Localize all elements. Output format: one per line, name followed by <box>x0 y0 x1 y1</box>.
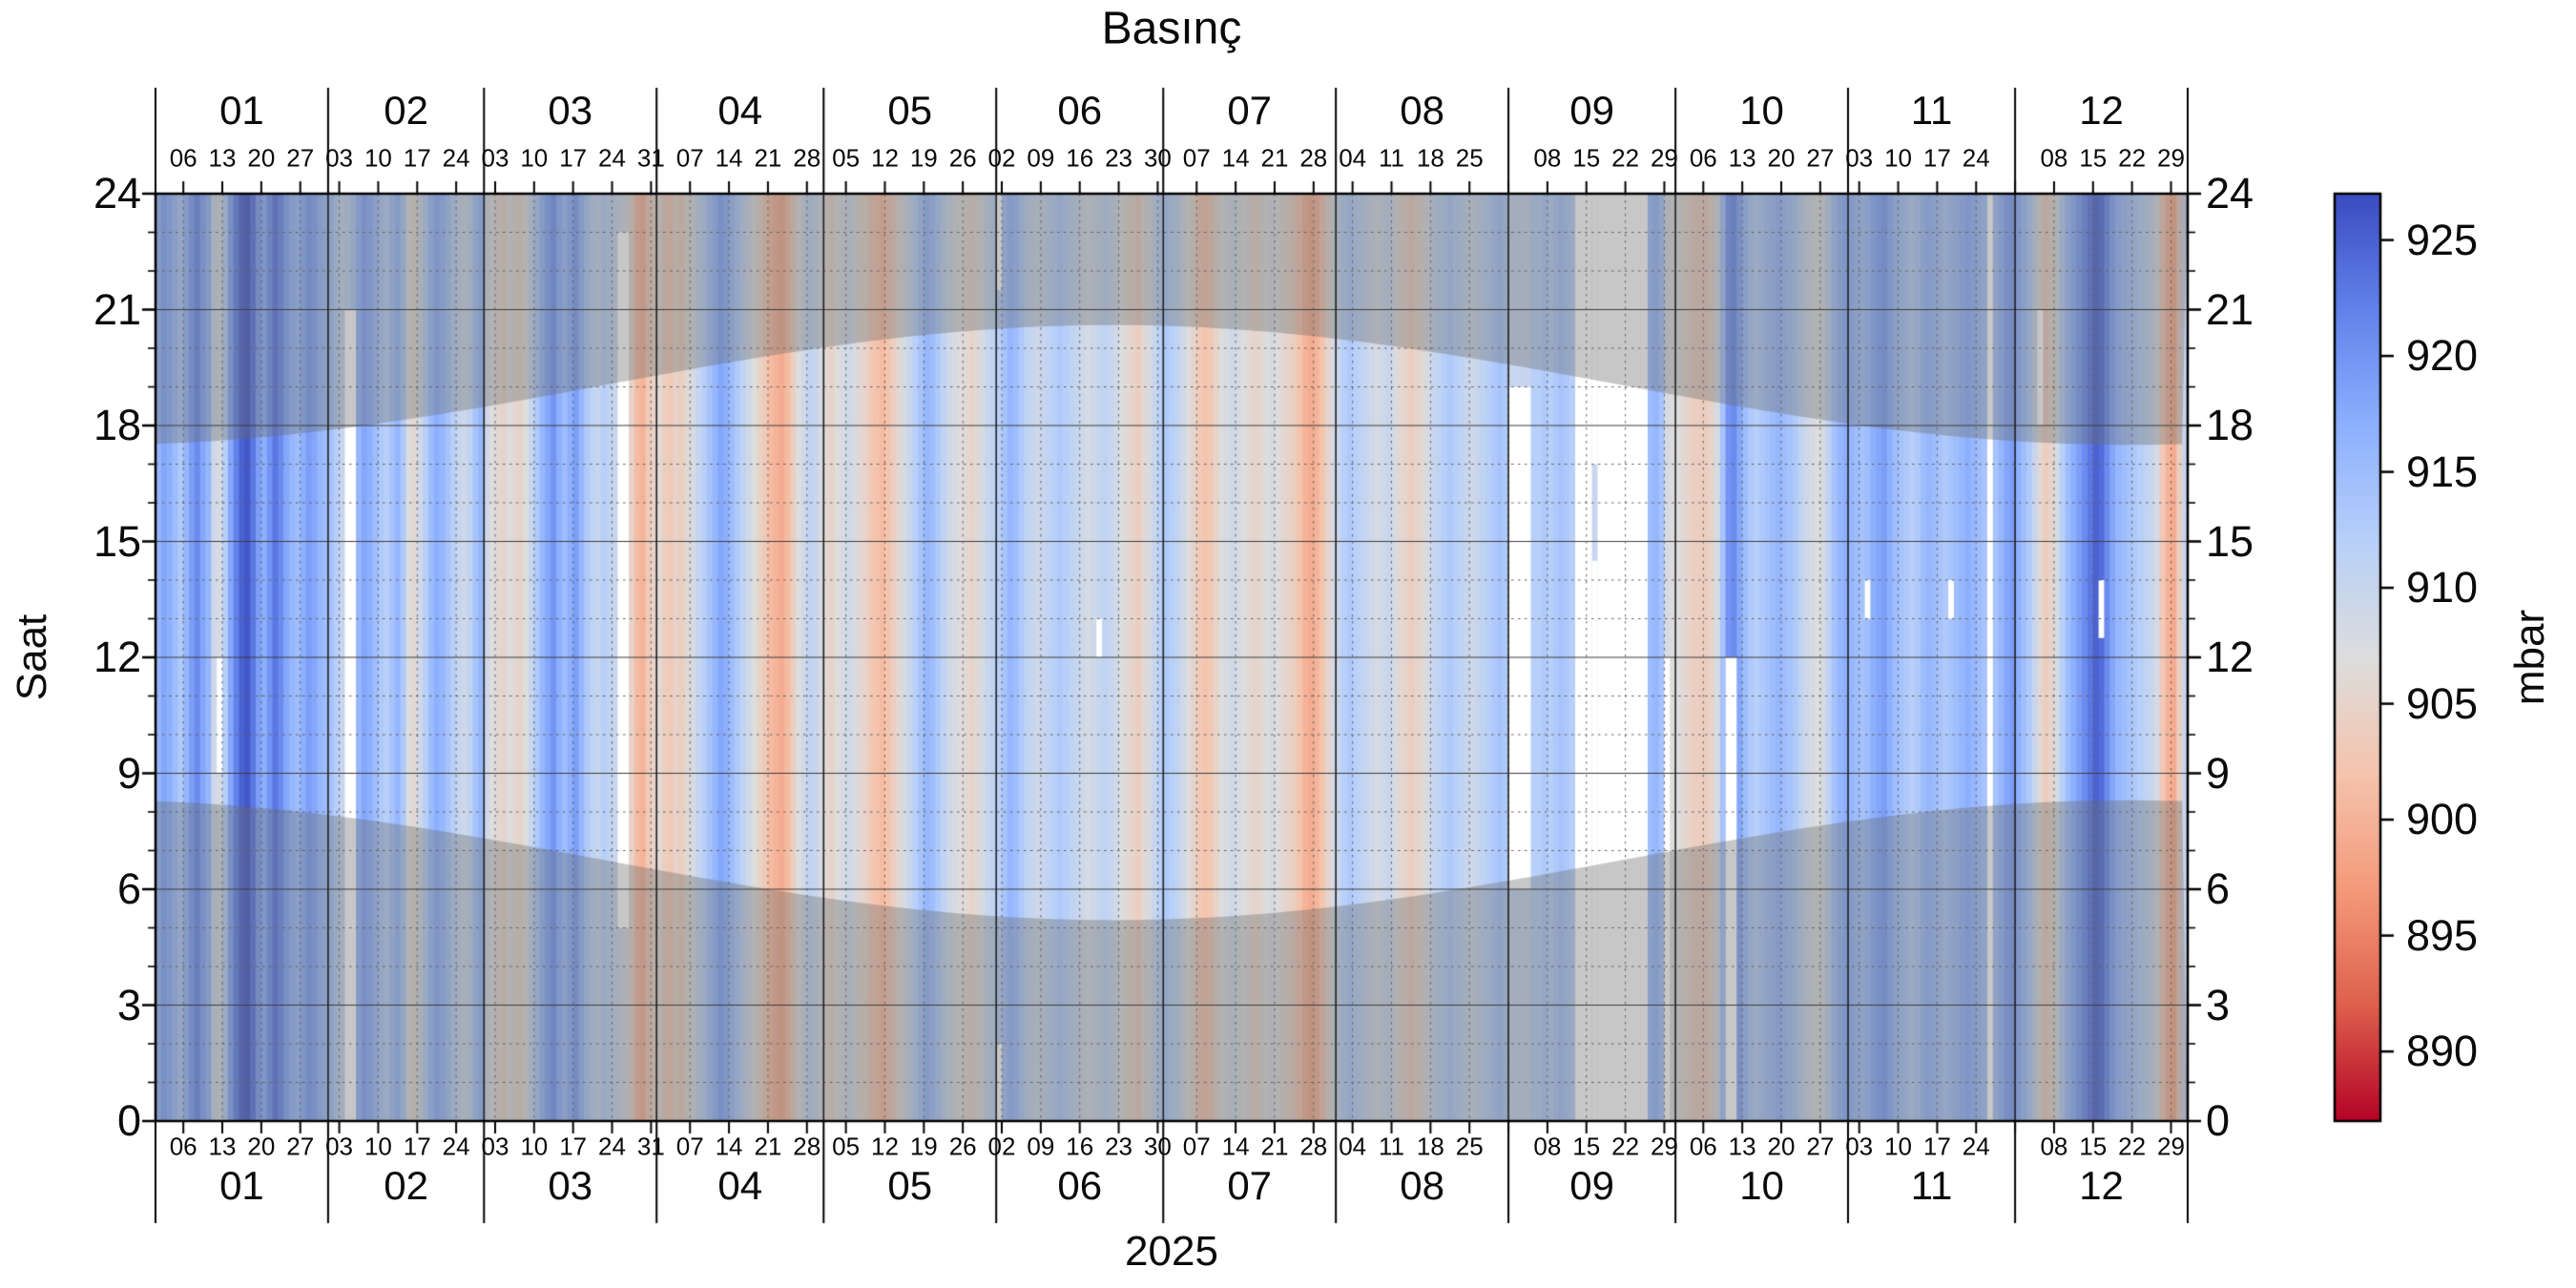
colorbar-unit-label: mbar <box>2506 609 2553 706</box>
x-axis-year-label: 2025 <box>1125 1228 1218 1275</box>
chart-title: Basınç <box>1101 3 1242 54</box>
y-axis-label: Saat <box>9 613 55 701</box>
